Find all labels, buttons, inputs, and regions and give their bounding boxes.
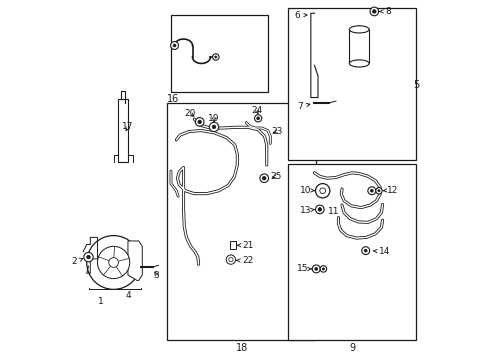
Circle shape [377, 190, 379, 192]
Circle shape [369, 7, 378, 16]
Text: 2: 2 [71, 257, 83, 266]
Text: 11: 11 [327, 207, 339, 216]
Circle shape [320, 266, 326, 272]
Circle shape [322, 268, 324, 270]
Circle shape [361, 247, 369, 255]
Circle shape [108, 258, 118, 267]
Circle shape [315, 184, 329, 198]
Bar [287, 164, 415, 339]
Polygon shape [128, 241, 142, 280]
Circle shape [364, 249, 366, 252]
Text: 21: 21 [236, 241, 253, 250]
Text: 3: 3 [153, 270, 159, 279]
Bar [167, 103, 316, 339]
Text: 12: 12 [383, 185, 397, 194]
Bar [118, 99, 128, 162]
Ellipse shape [349, 26, 368, 33]
Circle shape [198, 120, 201, 124]
Bar [171, 15, 267, 92]
Circle shape [312, 265, 320, 273]
Circle shape [315, 205, 324, 214]
Circle shape [260, 174, 268, 183]
Circle shape [226, 255, 235, 264]
Text: 23: 23 [270, 127, 282, 136]
Circle shape [195, 118, 203, 126]
Text: 19: 19 [208, 114, 219, 123]
Text: 17: 17 [122, 122, 133, 131]
Circle shape [212, 54, 219, 60]
Circle shape [319, 188, 325, 194]
Circle shape [375, 188, 382, 194]
Text: 24: 24 [251, 105, 262, 114]
Text: 22: 22 [236, 256, 253, 265]
Circle shape [86, 235, 140, 289]
Text: 5: 5 [413, 80, 419, 90]
Text: 18: 18 [235, 343, 247, 353]
Circle shape [372, 10, 375, 13]
Circle shape [97, 246, 129, 279]
Bar [349, 30, 368, 63]
Circle shape [254, 115, 261, 122]
Circle shape [170, 41, 178, 49]
Text: 4: 4 [125, 291, 130, 300]
Circle shape [83, 252, 93, 262]
Circle shape [173, 44, 176, 47]
Text: 15: 15 [296, 265, 311, 274]
Text: 10: 10 [300, 185, 314, 194]
Circle shape [212, 125, 215, 129]
Circle shape [86, 255, 90, 259]
Circle shape [228, 257, 233, 262]
Circle shape [369, 189, 372, 192]
Circle shape [314, 267, 317, 270]
Circle shape [256, 117, 259, 120]
Text: 14: 14 [372, 247, 389, 256]
Bar [230, 241, 235, 249]
Text: 7: 7 [297, 102, 309, 111]
Text: 13: 13 [300, 206, 314, 215]
Text: 6: 6 [294, 10, 306, 19]
Circle shape [209, 122, 218, 132]
Text: 20: 20 [184, 109, 195, 118]
Circle shape [317, 208, 321, 211]
Text: 9: 9 [348, 343, 354, 353]
Bar [287, 8, 415, 160]
Circle shape [367, 187, 375, 195]
Circle shape [262, 176, 265, 180]
Text: 8: 8 [379, 7, 390, 16]
Text: 1: 1 [98, 297, 104, 306]
Circle shape [214, 56, 217, 58]
Text: 16: 16 [166, 94, 179, 104]
Text: 25: 25 [270, 172, 281, 181]
Ellipse shape [349, 60, 368, 67]
